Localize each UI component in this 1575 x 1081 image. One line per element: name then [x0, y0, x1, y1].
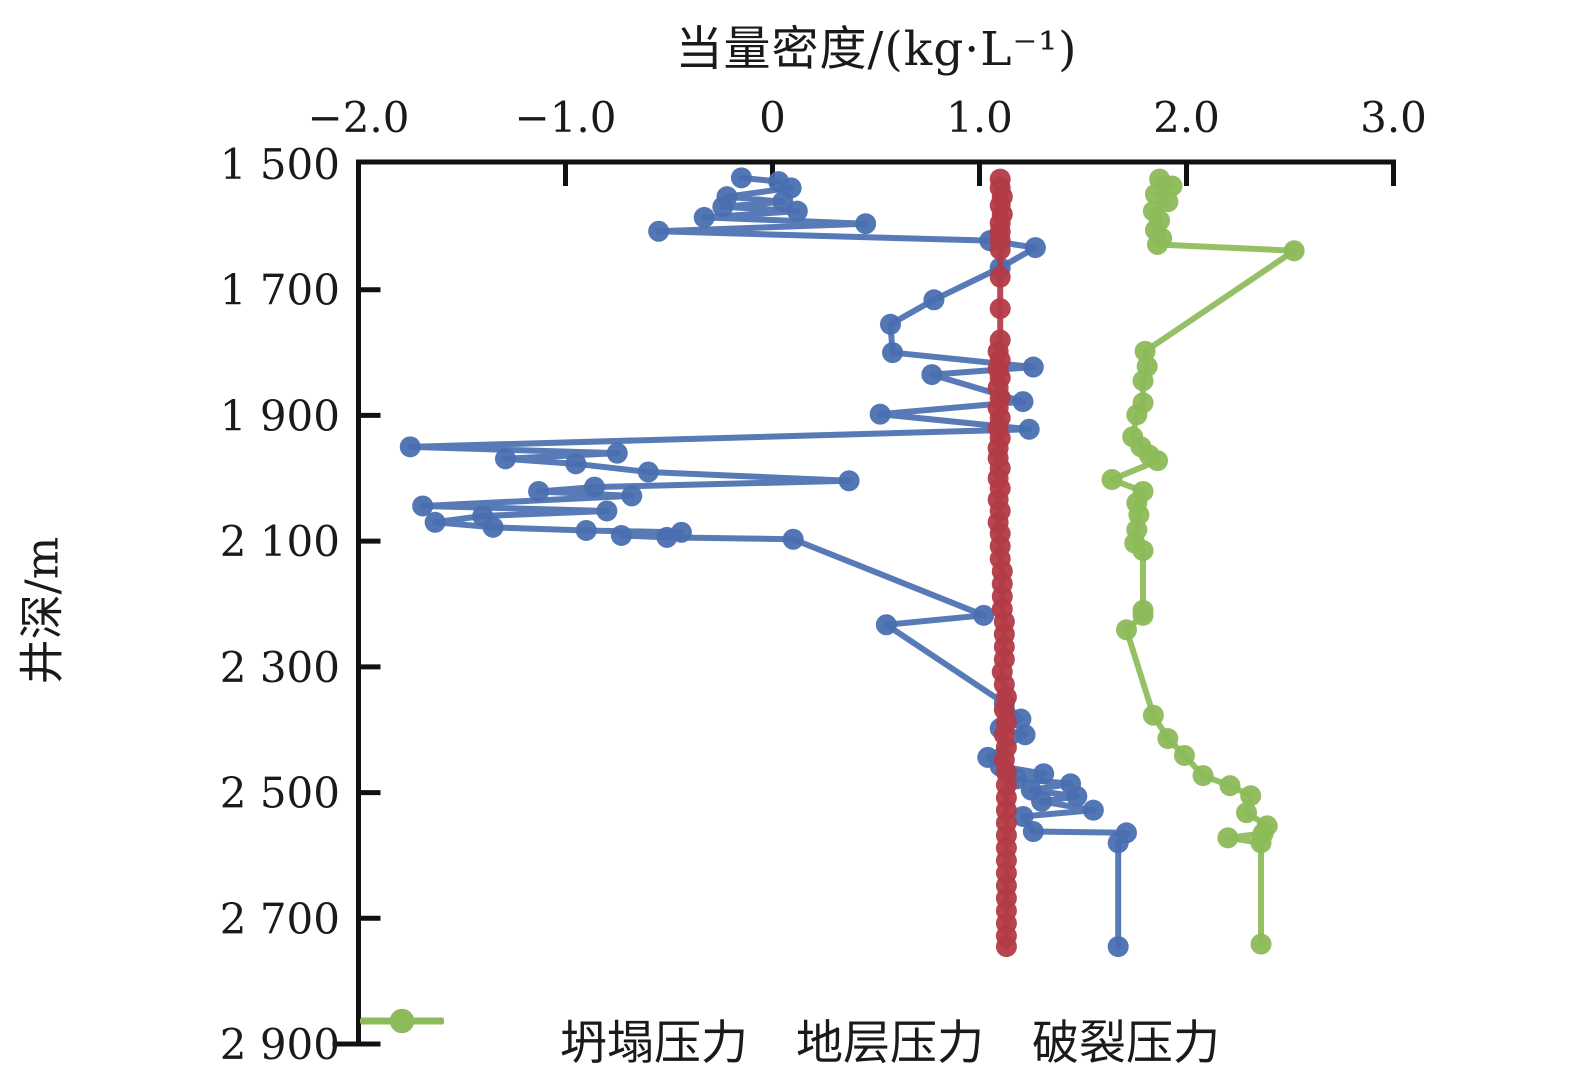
y-tick-label: 2 300 — [220, 643, 340, 692]
series-marker-2 — [1283, 240, 1305, 262]
series-marker-2 — [1236, 802, 1258, 824]
y-axis-title: 井深/m — [15, 536, 69, 685]
legend-marker-icon — [360, 1009, 444, 1033]
series-marker-0 — [1082, 799, 1104, 821]
series-marker-0 — [875, 614, 897, 636]
series-marker-2 — [1217, 827, 1239, 849]
series-marker-2 — [1219, 775, 1241, 797]
series-marker-0 — [882, 342, 904, 364]
series-marker-0 — [1018, 418, 1040, 440]
series-marker-2 — [1101, 469, 1123, 491]
series-marker-0 — [1033, 763, 1055, 785]
series-marker-0 — [730, 167, 752, 189]
series-marker-2 — [1132, 604, 1154, 626]
legend-label: 坍塌压力 — [560, 1016, 748, 1071]
series-marker-2 — [1115, 619, 1137, 641]
series-marker-0 — [838, 470, 860, 492]
series-marker-0 — [494, 448, 516, 470]
series-marker-0 — [1066, 785, 1088, 807]
y-tick-label: 2 700 — [220, 894, 340, 943]
series-marker-0 — [583, 476, 605, 498]
legend-item-1: 地层压力 — [360, 1004, 984, 1073]
series-marker-1 — [989, 266, 1011, 288]
x-tick-label: 2.0 — [1153, 93, 1220, 142]
series-line-0 — [407, 174, 1130, 950]
series-marker-0 — [1012, 391, 1034, 413]
series-marker-0 — [1012, 805, 1034, 827]
series-marker-0 — [656, 526, 678, 548]
series-marker-0 — [869, 403, 891, 425]
series-marker-0 — [482, 516, 504, 538]
legend: 坍塌压力 地层压力 破裂压力 — [360, 1004, 1420, 1073]
series-marker-1 — [989, 298, 1011, 320]
series-marker-2 — [1147, 450, 1169, 472]
series-marker-0 — [606, 442, 628, 464]
series-marker-0 — [921, 364, 943, 386]
series-marker-2 — [1250, 933, 1272, 955]
legend-label: 地层压力 — [796, 1016, 984, 1071]
series-marker-0 — [1014, 724, 1036, 746]
legend-item-2: 破裂压力 — [360, 1004, 1220, 1073]
y-tick-label: 2 900 — [220, 1020, 340, 1069]
series-marker-2 — [1126, 404, 1148, 426]
y-tick-label: 2 500 — [220, 769, 340, 818]
series-marker-0 — [399, 436, 421, 458]
series-marker-2 — [1132, 370, 1154, 392]
series-marker-2 — [1161, 175, 1183, 197]
y-tick-label: 1 700 — [220, 266, 340, 315]
series-marker-0 — [648, 220, 670, 242]
series-marker-0 — [782, 528, 804, 550]
series-marker-0 — [610, 524, 632, 546]
series-marker-0 — [879, 313, 901, 335]
x-tick-label: −2.0 — [308, 93, 410, 142]
series-marker-2 — [1157, 728, 1179, 750]
series-marker-0 — [1107, 832, 1129, 854]
series-marker-0 — [1024, 237, 1046, 259]
series-marker-2 — [1250, 832, 1272, 854]
plot-frame — [356, 159, 1396, 1046]
series-marker-0 — [621, 485, 643, 507]
series-marker-0 — [786, 200, 808, 222]
series-marker-2 — [1173, 744, 1195, 766]
series-marker-1 — [989, 238, 1011, 260]
series-marker-0 — [712, 196, 734, 218]
series-marker-0 — [973, 604, 995, 626]
series-marker-0 — [693, 206, 715, 228]
series-marker-0 — [1107, 936, 1129, 958]
legend-label: 破裂压力 — [1032, 1016, 1220, 1071]
series-marker-0 — [923, 289, 945, 311]
x-tick-label: −1.0 — [515, 93, 617, 142]
series-marker-0 — [596, 500, 618, 522]
series-marker-0 — [424, 511, 446, 533]
series-marker-2 — [1132, 540, 1154, 562]
x-axis-title: 当量密度/(kg·L⁻¹) — [675, 22, 1078, 77]
x-tick-label: 3.0 — [1360, 93, 1427, 142]
series-marker-0 — [1031, 790, 1053, 812]
series-marker-0 — [565, 453, 587, 475]
series-marker-1 — [995, 936, 1017, 958]
series-marker-0 — [412, 495, 434, 517]
series-marker-0 — [637, 461, 659, 483]
series-marker-0 — [575, 519, 597, 541]
legend-item-0: 坍塌压力 — [360, 1004, 748, 1073]
x-tick-label: 1.0 — [946, 93, 1013, 142]
series-marker-2 — [1192, 765, 1214, 787]
y-tick-label: 1 900 — [220, 391, 340, 440]
x-tick-label: 0 — [759, 93, 786, 142]
y-tick-label: 1 500 — [220, 140, 340, 189]
series-marker-2 — [1240, 785, 1262, 807]
series-marker-2 — [1147, 233, 1169, 255]
series-marker-0 — [1022, 356, 1044, 378]
series-marker-2 — [1142, 704, 1164, 726]
y-tick-label: 2 100 — [220, 517, 340, 566]
series-marker-0 — [528, 480, 550, 502]
series-marker-0 — [1022, 821, 1044, 843]
series-marker-0 — [855, 213, 877, 235]
